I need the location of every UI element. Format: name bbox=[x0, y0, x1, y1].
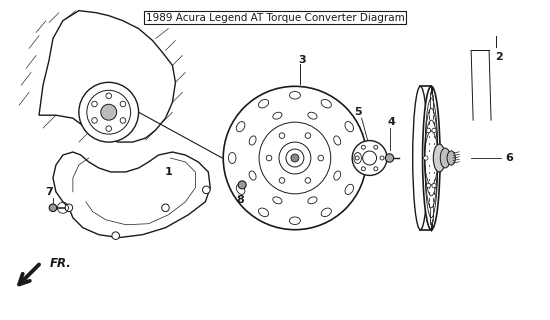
Ellipse shape bbox=[249, 171, 256, 180]
Polygon shape bbox=[53, 152, 210, 238]
Ellipse shape bbox=[441, 148, 450, 168]
Ellipse shape bbox=[289, 92, 300, 99]
Text: 1: 1 bbox=[164, 167, 172, 177]
Ellipse shape bbox=[354, 153, 361, 164]
Ellipse shape bbox=[321, 208, 332, 217]
Circle shape bbox=[92, 118, 97, 123]
Ellipse shape bbox=[345, 122, 354, 132]
Circle shape bbox=[352, 140, 387, 175]
Ellipse shape bbox=[273, 197, 282, 204]
Ellipse shape bbox=[273, 112, 282, 119]
Circle shape bbox=[434, 156, 439, 160]
Circle shape bbox=[305, 178, 311, 183]
Ellipse shape bbox=[258, 100, 268, 108]
Circle shape bbox=[386, 154, 394, 162]
Circle shape bbox=[106, 126, 112, 132]
Circle shape bbox=[432, 183, 436, 188]
Circle shape bbox=[426, 183, 431, 188]
Circle shape bbox=[279, 178, 285, 183]
Ellipse shape bbox=[289, 217, 300, 225]
Circle shape bbox=[79, 82, 139, 142]
Ellipse shape bbox=[236, 184, 245, 195]
Circle shape bbox=[279, 133, 285, 138]
Ellipse shape bbox=[334, 171, 340, 180]
Circle shape bbox=[65, 204, 73, 212]
Circle shape bbox=[318, 155, 323, 161]
Text: 3: 3 bbox=[298, 55, 306, 65]
Text: 1989 Acura Legend AT Torque Converter Diagram: 1989 Acura Legend AT Torque Converter Di… bbox=[146, 13, 404, 23]
Circle shape bbox=[374, 167, 378, 171]
Circle shape bbox=[266, 155, 272, 161]
Polygon shape bbox=[39, 11, 175, 142]
Text: 5: 5 bbox=[354, 107, 361, 117]
Circle shape bbox=[291, 154, 299, 162]
Ellipse shape bbox=[345, 184, 354, 195]
Ellipse shape bbox=[433, 144, 446, 172]
Ellipse shape bbox=[308, 112, 317, 119]
Circle shape bbox=[49, 204, 57, 212]
Text: 8: 8 bbox=[236, 195, 244, 205]
Circle shape bbox=[380, 156, 384, 160]
Ellipse shape bbox=[321, 100, 332, 108]
Ellipse shape bbox=[236, 122, 245, 132]
Text: 2: 2 bbox=[495, 52, 503, 62]
Circle shape bbox=[361, 167, 365, 171]
Ellipse shape bbox=[447, 151, 455, 165]
Ellipse shape bbox=[228, 153, 236, 164]
Circle shape bbox=[432, 128, 436, 132]
Circle shape bbox=[92, 101, 97, 107]
Ellipse shape bbox=[308, 197, 317, 204]
Circle shape bbox=[374, 145, 378, 149]
Text: 4: 4 bbox=[388, 117, 395, 127]
Text: 6: 6 bbox=[505, 153, 513, 163]
Circle shape bbox=[424, 156, 428, 160]
Ellipse shape bbox=[412, 86, 428, 230]
Circle shape bbox=[120, 118, 126, 123]
Circle shape bbox=[120, 101, 126, 107]
Circle shape bbox=[202, 186, 210, 194]
Ellipse shape bbox=[249, 136, 256, 145]
Circle shape bbox=[426, 128, 431, 132]
Circle shape bbox=[101, 104, 117, 120]
Ellipse shape bbox=[258, 208, 268, 217]
Ellipse shape bbox=[422, 86, 440, 230]
Circle shape bbox=[305, 133, 311, 138]
Text: 7: 7 bbox=[45, 187, 53, 197]
Circle shape bbox=[355, 156, 359, 160]
Circle shape bbox=[238, 181, 246, 189]
Circle shape bbox=[112, 232, 119, 239]
Circle shape bbox=[223, 86, 367, 230]
Circle shape bbox=[361, 145, 365, 149]
Text: FR.: FR. bbox=[50, 257, 72, 270]
Circle shape bbox=[162, 204, 169, 212]
Ellipse shape bbox=[334, 136, 340, 145]
Circle shape bbox=[106, 93, 112, 99]
